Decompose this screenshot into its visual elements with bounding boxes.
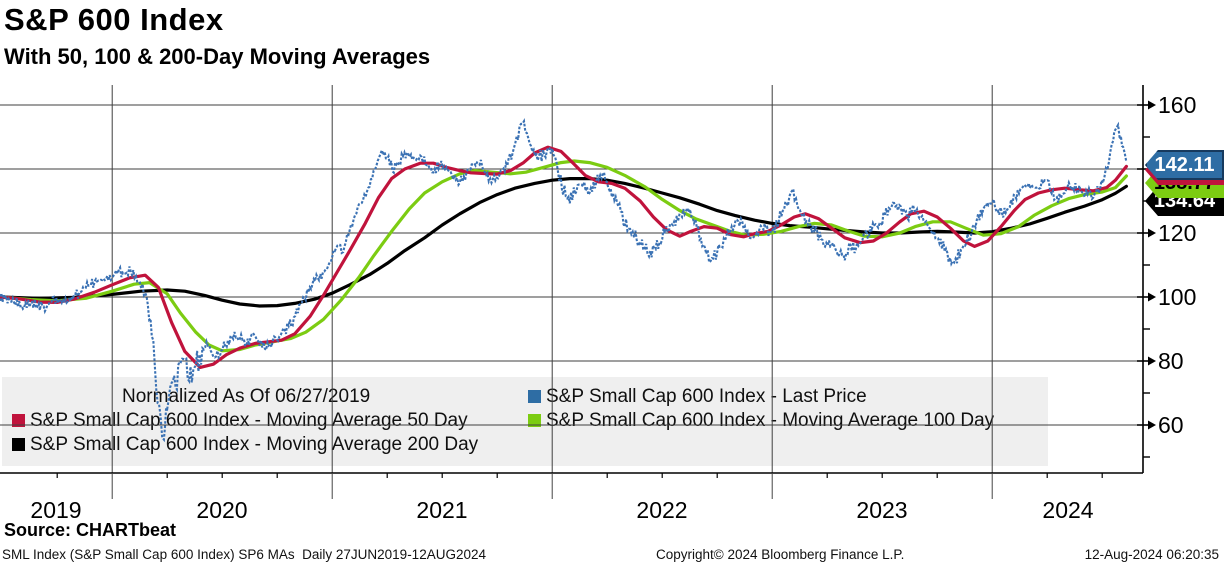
y-axis-label: 160: [1158, 92, 1197, 118]
y-tick-arrow-icon: [1148, 420, 1156, 430]
x-axis-label-2021: 2021: [416, 497, 468, 523]
chart-plot-area[interactable]: [0, 85, 1143, 473]
x-axis-label-2020: 2020: [196, 497, 248, 523]
y-axis-label: 120: [1158, 220, 1197, 246]
y-tick-arrow-icon: [1148, 100, 1156, 110]
source-label: Source: CHARTbeat: [4, 520, 177, 540]
x-axis-label-2024: 2024: [1042, 497, 1094, 523]
y-axis-label: 80: [1158, 348, 1184, 374]
footer-security-info: SML Index (S&P Small Cap 600 Index) SP6 …: [2, 547, 486, 562]
page-title: S&P 600 Index: [4, 2, 224, 37]
x-axis-label-2022: 2022: [636, 497, 688, 523]
footer-timestamp: 12-Aug-2024 06:20:35: [1084, 547, 1219, 562]
y-tick-arrow-icon: [1148, 228, 1156, 238]
footer-copyright: Copyright© 2024 Bloomberg Finance L.P.: [656, 547, 905, 562]
x-axis-label-2019: 2019: [30, 497, 82, 523]
y-axis-label: 100: [1158, 284, 1197, 310]
y-axis-label: 60: [1158, 412, 1184, 438]
price-flag-last-price: 142.11: [1145, 150, 1224, 180]
y-tick-arrow-icon: [1148, 292, 1156, 302]
y-tick-arrow-icon: [1148, 356, 1156, 366]
x-axis-label-2023: 2023: [856, 497, 908, 523]
page-subtitle: With 50, 100 & 200-Day Moving Averages: [4, 44, 431, 69]
